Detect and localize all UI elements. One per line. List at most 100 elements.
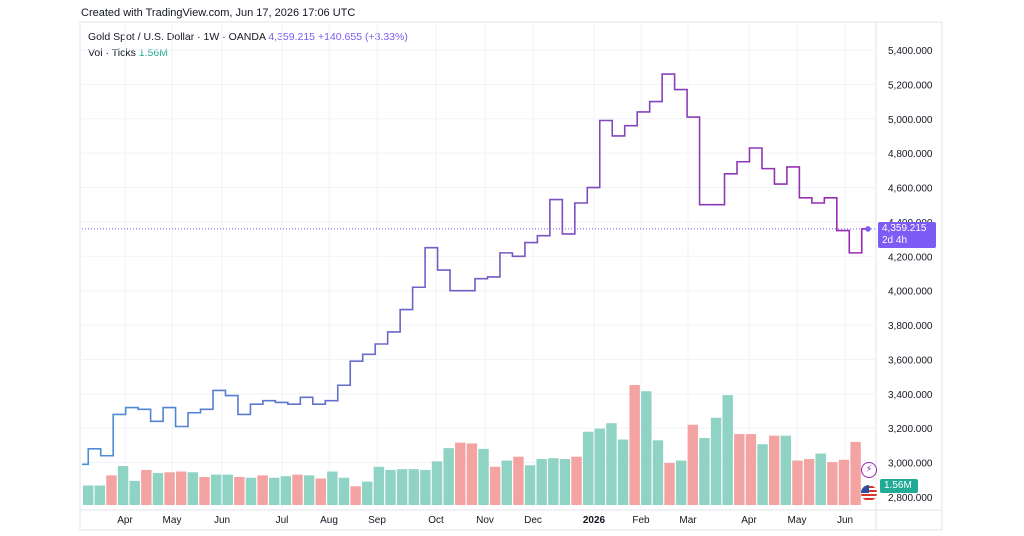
last-price-value: 4,359.215 [882, 223, 927, 234]
volume-bar [734, 434, 745, 505]
volume-bar [768, 435, 780, 505]
volume-bar [571, 456, 582, 505]
x-tick-label: May [163, 515, 182, 526]
x-tick-label: Apr [117, 515, 133, 526]
y-tick-label: 5,400.000 [888, 46, 933, 57]
lightning-icon[interactable]: ⚡ [861, 462, 877, 478]
volume-bar [652, 440, 664, 505]
volume-bar [106, 475, 117, 505]
volume-bar [548, 458, 559, 505]
volume-bar [210, 474, 222, 505]
volume-bar [222, 474, 233, 505]
last-price-dot [865, 226, 871, 232]
y-tick-label: 4,800.000 [888, 149, 933, 160]
volume-bar [617, 439, 629, 505]
y-tick-label: 4,200.000 [888, 252, 933, 263]
volume-bar [234, 476, 245, 505]
x-tick-label: Oct [428, 515, 444, 526]
chart-frame [79, 21, 943, 531]
volume-bar [524, 465, 536, 505]
volume-bar [396, 469, 408, 505]
volume-bar [94, 485, 106, 505]
x-tick-label: Dec [524, 515, 542, 526]
volume-bar [199, 476, 210, 505]
x-tick-label: Jun [837, 515, 853, 526]
volume-bar [594, 428, 606, 505]
us-flag-icon[interactable] [861, 485, 877, 501]
volume-bar [315, 478, 326, 505]
time-axis: Apr May Jun Jul Aug Sep Oct Nov Dec 2026 Feb Mar Apr… [117, 515, 853, 526]
volume-bar [141, 469, 152, 505]
volume-bar [675, 460, 687, 505]
volume-bar [338, 477, 350, 505]
volume-bar [641, 391, 652, 505]
volume-bar [83, 485, 94, 505]
volume-bar [629, 385, 640, 505]
volume-bar [350, 486, 361, 505]
volume-bar [803, 459, 815, 505]
volume-bar [257, 475, 268, 505]
legend-price: 4,359.215 [268, 31, 316, 43]
volume-bar [455, 442, 466, 505]
volume-bar [303, 475, 315, 505]
volume-bar [722, 395, 733, 505]
x-tick-label: Sep [368, 515, 386, 526]
volume-bar [664, 462, 675, 505]
y-tick-label: 5,000.000 [888, 115, 933, 126]
price-series-line [82, 73, 868, 466]
volume-bar [513, 456, 524, 505]
x-tick-label: Jul [276, 515, 289, 526]
volume-bar [164, 472, 175, 505]
symbol-name: Gold Spot / U.S. Dollar · 1W · OANDA [88, 31, 266, 43]
y-tick-label: 3,800.000 [888, 321, 933, 332]
volume-bar [362, 481, 373, 505]
y-tick-label: 3,600.000 [888, 355, 933, 366]
volume-bar [466, 443, 478, 505]
x-tick-label: Jun [214, 515, 230, 526]
price-line [82, 73, 876, 466]
volume-bar [710, 417, 722, 505]
created-with-text: Created with TradingView.com, Jun 17, 20… [81, 7, 356, 19]
volume-bar [187, 472, 199, 505]
volume-bar [269, 477, 280, 505]
y-tick-label: 5,200.000 [888, 80, 933, 91]
last-price-badge: 4,359.215 2d 4h [878, 222, 936, 248]
volume-bar [489, 466, 501, 505]
x-tick-label: Nov [476, 515, 494, 526]
volume-bar [129, 480, 140, 505]
volume-bar [792, 460, 803, 505]
volume-bar [327, 471, 338, 505]
price-axis: 5,400.000 5,200.000 5,000.000 4,800.000 4,60… [888, 46, 933, 504]
x-tick-label: Feb [632, 515, 650, 526]
volume-bar [699, 437, 710, 505]
volume-bar [152, 473, 164, 505]
y-tick-label: 4,000.000 [888, 287, 933, 298]
y-tick-label: 3,400.000 [888, 390, 933, 401]
volume-bar [420, 469, 431, 505]
volume-bar [478, 448, 489, 505]
volume-bar [443, 448, 454, 505]
volume-bar [757, 444, 768, 505]
volume-bar [176, 471, 187, 505]
volume-bar [850, 441, 861, 505]
volume-bar [780, 435, 792, 505]
bar-countdown: 2d 4h [882, 235, 908, 246]
volume-bar [385, 469, 396, 505]
y-tick-label: 2,800.000 [888, 493, 933, 504]
y-tick-label: 3,200.000 [888, 424, 933, 435]
x-tick-label: Apr [741, 515, 757, 526]
volume-bar [745, 434, 757, 505]
volume-bars [83, 385, 861, 505]
volume-bar [408, 469, 419, 505]
volume-bar [815, 453, 826, 505]
volume-badge: 1.56M [880, 479, 918, 493]
legend-change: +140.655 (+3.33%) [317, 31, 408, 43]
volume-bar [838, 459, 850, 505]
volume-bar [245, 477, 257, 505]
grid [82, 22, 876, 510]
volume-bar [687, 424, 699, 505]
symbol-legend[interactable]: Gold Spot / U.S. Dollar · 1W · OANDA 4,3… [88, 31, 408, 43]
volume-bar [373, 466, 385, 505]
x-tick-label: 2026 [583, 515, 606, 526]
